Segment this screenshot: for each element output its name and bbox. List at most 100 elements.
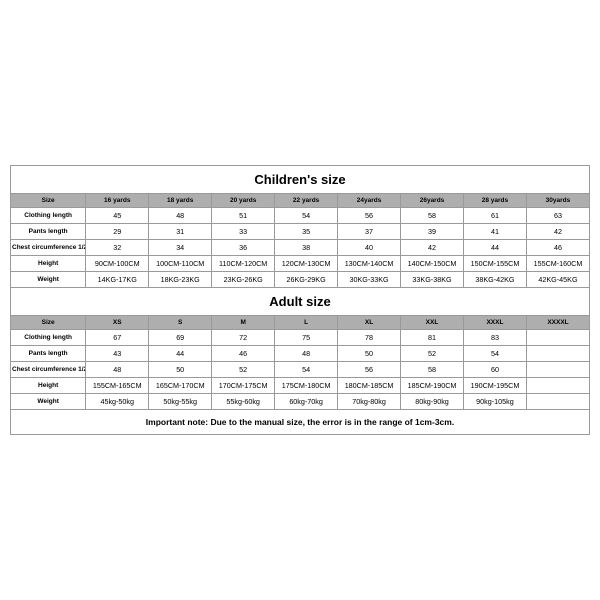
cell: 56 <box>338 362 401 378</box>
table-row: Pants length 43 44 46 48 50 52 54 <box>11 346 590 362</box>
cell: 175CM-180CM <box>275 378 338 394</box>
col-header: 24yards <box>338 194 401 208</box>
cell: 67 <box>86 330 149 346</box>
cell: 42KG-45KG <box>526 272 589 288</box>
table-row: Clothing length 67 69 72 75 78 81 83 <box>11 330 590 346</box>
col-header: 18 yards <box>149 194 212 208</box>
note-text: Important note: Due to the manual size, … <box>11 410 590 435</box>
children-header-row: Size 16 yards 18 yards 20 yards 22 yards… <box>11 194 590 208</box>
row-label: Weight <box>11 272 86 288</box>
cell: 50kg-55kg <box>149 394 212 410</box>
cell: 75 <box>275 330 338 346</box>
table-row: Height 90CM-100CM 100CM-110CM 110CM-120C… <box>11 256 590 272</box>
cell: 180CM-185CM <box>338 378 401 394</box>
cell: 38 <box>275 240 338 256</box>
cell: 130CM-140CM <box>338 256 401 272</box>
cell: 44 <box>149 346 212 362</box>
row-label: Weight <box>11 394 86 410</box>
adult-title: Adult size <box>11 288 590 316</box>
cell: 150CM-155CM <box>463 256 526 272</box>
adult-header-row: Size XS S M L XL XXL XXXL XXXXL <box>11 316 590 330</box>
row-label: Chest circumference 1/2 <box>11 362 86 378</box>
table-row: Chest circumference 1/2 32 34 36 38 40 4… <box>11 240 590 256</box>
cell: 56 <box>338 208 401 224</box>
cell: 39 <box>401 224 464 240</box>
cell: 55kg-60kg <box>212 394 275 410</box>
cell: 80kg-90kg <box>401 394 464 410</box>
cell: 155CM-165CM <box>86 378 149 394</box>
cell: 52 <box>401 346 464 362</box>
cell: 48 <box>149 208 212 224</box>
cell: 110CM-120CM <box>212 256 275 272</box>
col-header: 30yards <box>526 194 589 208</box>
cell: 46 <box>212 346 275 362</box>
cell: 33 <box>212 224 275 240</box>
cell: 90CM-100CM <box>86 256 149 272</box>
note-row: Important note: Due to the manual size, … <box>11 410 590 435</box>
cell: 45 <box>86 208 149 224</box>
cell: 120CM-130CM <box>275 256 338 272</box>
cell: 37 <box>338 224 401 240</box>
cell: 48 <box>86 362 149 378</box>
adult-title-row: Adult size <box>11 288 590 316</box>
cell: 50 <box>149 362 212 378</box>
cell: 83 <box>463 330 526 346</box>
cell <box>526 362 589 378</box>
cell: 23KG-26KG <box>212 272 275 288</box>
cell: 36 <box>212 240 275 256</box>
cell: 165CM-170CM <box>149 378 212 394</box>
col-header: XXXL <box>463 316 526 330</box>
size-table: Children's size Size 16 yards 18 yards 2… <box>10 165 590 435</box>
cell: 38KG-42KG <box>463 272 526 288</box>
cell: 72 <box>212 330 275 346</box>
cell: 30KG-33KG <box>338 272 401 288</box>
row-label: Pants length <box>11 224 86 240</box>
row-label: Height <box>11 378 86 394</box>
cell: 52 <box>212 362 275 378</box>
cell: 46 <box>526 240 589 256</box>
cell: 40 <box>338 240 401 256</box>
cell: 31 <box>149 224 212 240</box>
cell: 90kg-105kg <box>463 394 526 410</box>
cell: 51 <box>212 208 275 224</box>
col-header: XXXXL <box>526 316 589 330</box>
col-header: XS <box>86 316 149 330</box>
cell: 41 <box>463 224 526 240</box>
table-row: Pants length 29 31 33 35 37 39 41 42 <box>11 224 590 240</box>
cell: 54 <box>463 346 526 362</box>
table-row: Weight 45kg-50kg 50kg-55kg 55kg-60kg 60k… <box>11 394 590 410</box>
col-header: XL <box>338 316 401 330</box>
row-label: Clothing length <box>11 208 86 224</box>
table-row: Weight 14KG-17KG 18KG-23KG 23KG-26KG 26K… <box>11 272 590 288</box>
size-chart: Children's size Size 16 yards 18 yards 2… <box>10 165 590 435</box>
cell: 43 <box>86 346 149 362</box>
col-header: L <box>275 316 338 330</box>
cell: 26KG-29KG <box>275 272 338 288</box>
table-row: Clothing length 45 48 51 54 56 58 61 63 <box>11 208 590 224</box>
col-header: 26yards <box>401 194 464 208</box>
cell: 44 <box>463 240 526 256</box>
cell: 14KG-17KG <box>86 272 149 288</box>
cell: 34 <box>149 240 212 256</box>
cell: 155CM-160CM <box>526 256 589 272</box>
col-header: 16 yards <box>86 194 149 208</box>
col-header: M <box>212 316 275 330</box>
cell <box>526 394 589 410</box>
cell: 70kg-80kg <box>338 394 401 410</box>
table-row: Chest circumference 1/2 48 50 52 54 56 5… <box>11 362 590 378</box>
table-row: Height 155CM-165CM 165CM-170CM 170CM-175… <box>11 378 590 394</box>
row-label: Height <box>11 256 86 272</box>
cell: 185CM-190CM <box>401 378 464 394</box>
col-header: 22 yards <box>275 194 338 208</box>
cell: 61 <box>463 208 526 224</box>
cell <box>526 346 589 362</box>
cell: 45kg-50kg <box>86 394 149 410</box>
col-header: 28 yards <box>463 194 526 208</box>
col-header: 20 yards <box>212 194 275 208</box>
cell: 48 <box>275 346 338 362</box>
cell: 54 <box>275 208 338 224</box>
col-header: XXL <box>401 316 464 330</box>
cell: 60 <box>463 362 526 378</box>
row-label: Chest circumference 1/2 <box>11 240 86 256</box>
children-title: Children's size <box>11 166 590 194</box>
